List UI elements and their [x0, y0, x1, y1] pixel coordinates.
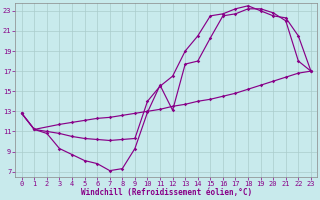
X-axis label: Windchill (Refroidissement éolien,°C): Windchill (Refroidissement éolien,°C)	[81, 188, 252, 197]
